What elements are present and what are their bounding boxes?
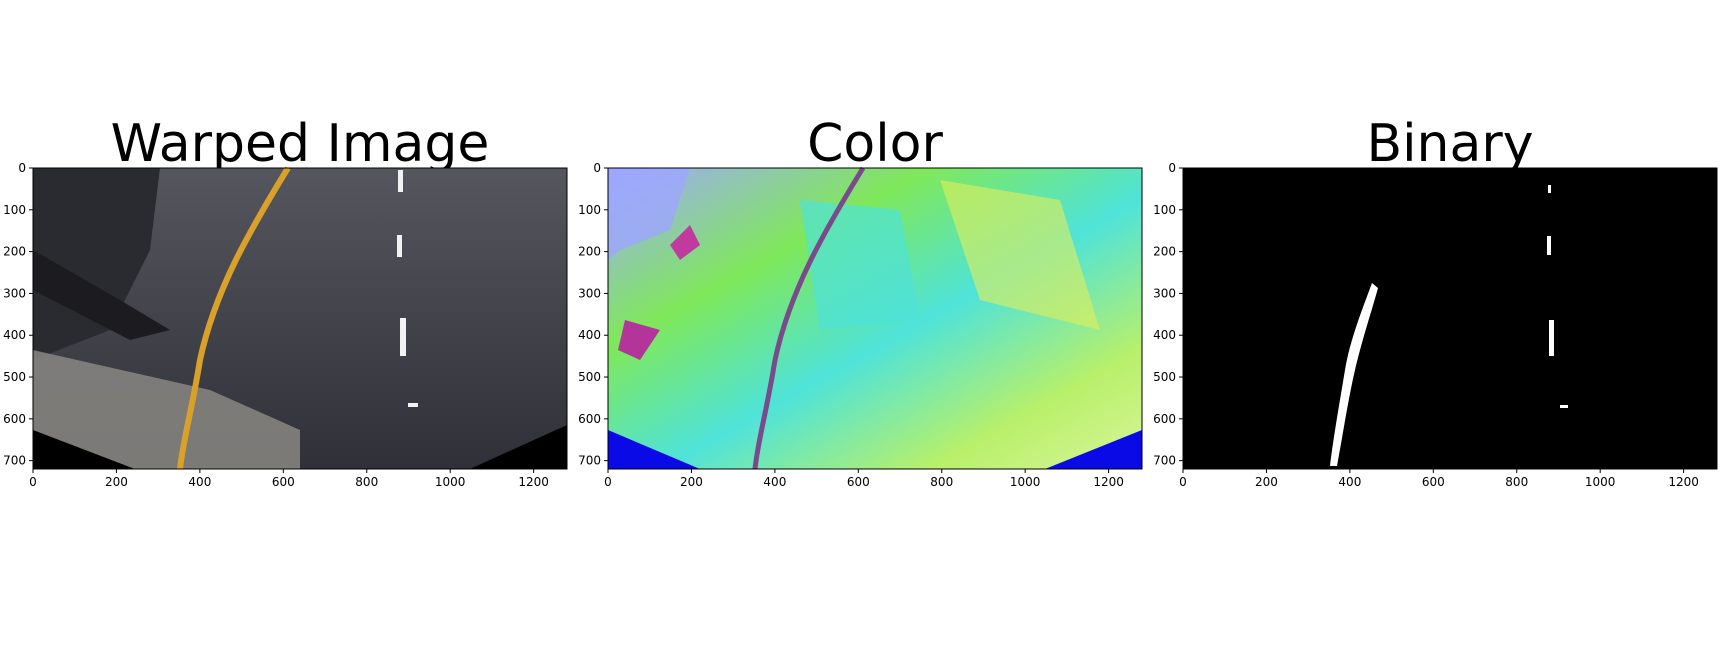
y-tick-label: 700	[1153, 454, 1176, 468]
binary-threshold-image	[1183, 168, 1717, 469]
x-tick-label: 0	[29, 475, 37, 489]
axes-frame-warped	[32, 167, 568, 470]
y-tick-label: 0	[18, 161, 26, 175]
panel-title-warped: Warped Image	[110, 114, 490, 174]
white-lane-dash	[408, 403, 418, 407]
color-blue-corner-left	[608, 430, 700, 469]
warp-black-corner-left	[33, 430, 135, 469]
x-tick-label: 600	[847, 475, 870, 489]
x-tick-label: 400	[1338, 475, 1361, 489]
y-tick-label: 400	[3, 328, 26, 342]
white-lane-dash	[400, 318, 406, 356]
x-tick-label: 600	[1422, 475, 1445, 489]
color-blotch-cyan	[800, 200, 920, 330]
y-tick-label: 600	[578, 412, 601, 426]
panel-title-binary: Binary	[1366, 114, 1534, 174]
white-lane-dash	[397, 235, 402, 257]
y-tick-label: 300	[3, 286, 26, 300]
y-tick-label: 300	[1153, 286, 1176, 300]
color-blotch-yellow	[940, 180, 1100, 330]
y-tick-label: 500	[578, 370, 601, 384]
x-tick-label: 800	[930, 475, 953, 489]
binary-right-dash	[1547, 236, 1551, 255]
x-tick-label: 200	[105, 475, 128, 489]
x-tick-label: 1000	[1010, 475, 1041, 489]
warped-image-panel	[32, 166, 568, 470]
y-tick-label: 0	[593, 161, 601, 175]
color-lane-line	[752, 166, 866, 470]
y-tick-label: 700	[578, 454, 601, 468]
binary-left-lane	[1330, 283, 1378, 466]
x-tick-label: 0	[604, 475, 612, 489]
binary-right-dash	[1549, 320, 1554, 356]
y-tick-label: 200	[578, 245, 601, 259]
color-blotch-magenta	[618, 320, 660, 360]
axis-ticks: 0 200 400 600 800 1000 12000100200300400500600…	[3, 161, 1699, 489]
color-image-panel	[607, 166, 1143, 470]
x-tick-label: 800	[355, 475, 378, 489]
binary-right-dash	[1548, 185, 1551, 193]
color-blue-corner-right	[1045, 430, 1142, 469]
x-tick-label: 1200	[1093, 475, 1124, 489]
binary-image-panel	[1182, 167, 1718, 470]
x-tick-label: 1000	[435, 475, 466, 489]
y-tick-label: 100	[1153, 203, 1176, 217]
axes-frame-binary	[1182, 167, 1718, 470]
road-shoulder-left	[33, 168, 160, 360]
x-tick-label: 400	[763, 475, 786, 489]
y-tick-label: 600	[3, 412, 26, 426]
y-tick-label: 100	[578, 203, 601, 217]
y-tick-label: 700	[3, 454, 26, 468]
y-tick-label: 500	[1153, 370, 1176, 384]
panel-title-color: Color	[807, 114, 943, 174]
road-concrete	[33, 350, 300, 469]
y-tick-label: 200	[3, 245, 26, 259]
road-edge-shadow	[33, 250, 170, 340]
yellow-lane-line	[177, 166, 291, 470]
x-tick-label: 600	[272, 475, 295, 489]
x-tick-label: 400	[188, 475, 211, 489]
y-tick-label: 600	[1153, 412, 1176, 426]
x-tick-label: 1200	[1668, 475, 1699, 489]
y-tick-label: 300	[578, 286, 601, 300]
warp-black-corner-right	[470, 425, 567, 469]
y-tick-label: 0	[1168, 161, 1176, 175]
color-blotch-blue	[608, 168, 690, 260]
y-tick-label: 100	[3, 203, 26, 217]
color-blotch-magenta	[670, 225, 700, 260]
white-lane-dash	[398, 170, 403, 192]
axes-frame-color	[607, 167, 1143, 470]
y-tick-label: 200	[1153, 245, 1176, 259]
x-tick-label: 200	[1255, 475, 1278, 489]
x-tick-label: 1200	[518, 475, 549, 489]
x-tick-label: 800	[1505, 475, 1528, 489]
x-tick-label: 200	[680, 475, 703, 489]
x-tick-label: 1000	[1585, 475, 1616, 489]
y-tick-label: 400	[578, 328, 601, 342]
y-tick-label: 500	[3, 370, 26, 384]
y-tick-label: 400	[1153, 328, 1176, 342]
x-tick-label: 0	[1179, 475, 1187, 489]
binary-right-dash	[1560, 405, 1568, 408]
